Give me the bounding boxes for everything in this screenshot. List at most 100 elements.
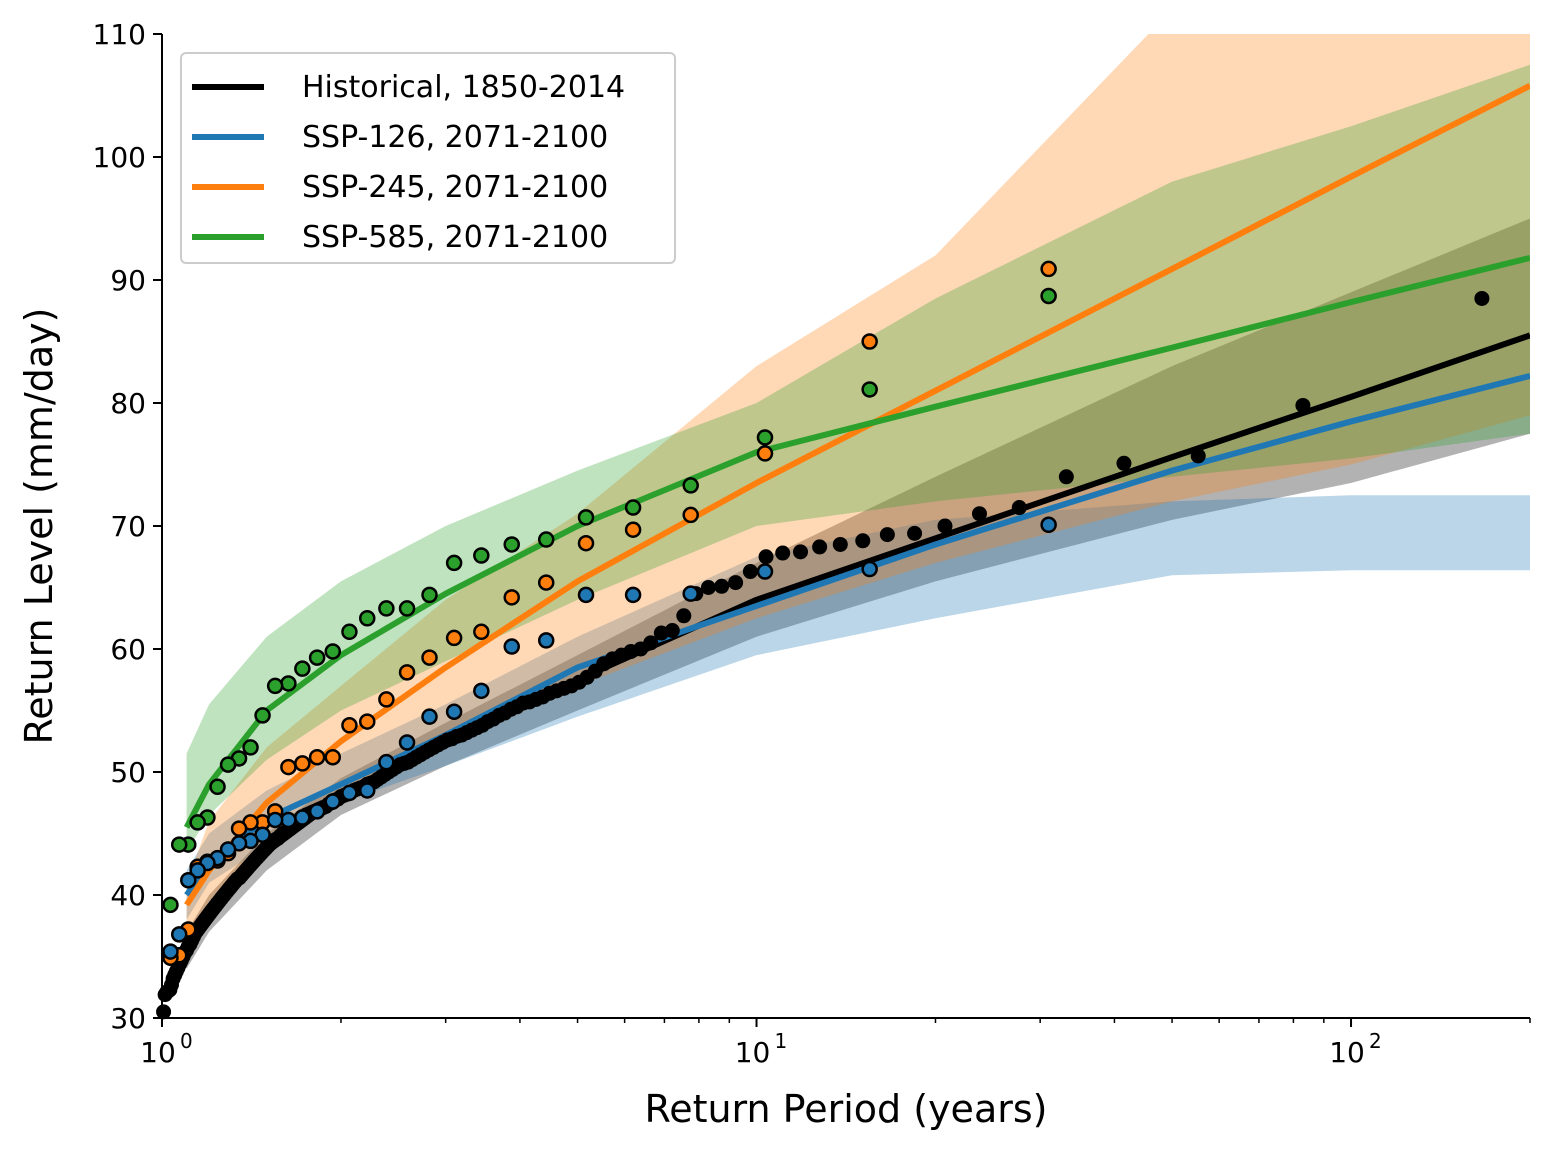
point-ssp245 <box>308 748 326 766</box>
point-historical <box>792 544 808 560</box>
point-ssp126 <box>280 811 297 829</box>
point-historical <box>907 525 923 541</box>
point-ssp585 <box>577 509 595 526</box>
point-historical <box>714 578 730 594</box>
point-ssp245 <box>861 333 878 350</box>
point-ssp585 <box>280 675 297 692</box>
point-ssp245 <box>358 713 376 730</box>
point-historical <box>855 533 871 549</box>
point-ssp245 <box>682 506 699 524</box>
point-ssp245 <box>473 623 490 641</box>
point-ssp585 <box>242 739 259 756</box>
point-historical <box>879 527 895 543</box>
x-tick-exponent: 0 <box>180 1029 193 1053</box>
point-ssp585 <box>170 836 188 853</box>
point-ssp126 <box>219 841 237 858</box>
point-ssp585 <box>324 643 342 660</box>
point-historical <box>1011 500 1027 516</box>
point-ssp585 <box>624 499 642 516</box>
point-ssp585 <box>503 536 520 553</box>
legend-item-ssp585: SSP-585, 2071-2100 <box>182 212 674 262</box>
point-ssp585 <box>682 477 699 494</box>
point-historical <box>775 545 791 561</box>
point-ssp585 <box>756 429 774 446</box>
point-ssp585 <box>162 896 179 914</box>
point-ssp245 <box>1040 260 1057 278</box>
point-ssp126 <box>1040 516 1057 534</box>
point-ssp126 <box>170 926 188 943</box>
point-ssp585 <box>341 623 358 641</box>
point-historical <box>653 625 669 641</box>
point-ssp126 <box>324 793 342 810</box>
y-tick-label: 100 <box>93 141 146 174</box>
legend-item-ssp126: SSP-126, 2071-2100 <box>182 112 674 162</box>
fit-line-ssp585 <box>183 254 1530 829</box>
point-ssp585 <box>266 677 284 695</box>
y-tick-label: 30 <box>110 1002 146 1035</box>
y-tick-label: 80 <box>110 387 146 420</box>
point-historical <box>157 987 173 1003</box>
point-ssp126 <box>861 560 878 578</box>
legend-swatch-ssp126 <box>192 134 264 140</box>
y-tick-label: 50 <box>110 756 146 789</box>
x-tick-label: 10 <box>735 1036 771 1069</box>
point-ssp126 <box>266 811 284 829</box>
point-ssp126 <box>503 638 520 655</box>
point-ssp585 <box>445 554 463 572</box>
point-ssp126 <box>756 563 774 580</box>
point-ssp245 <box>421 649 438 666</box>
point-ssp585 <box>1040 287 1057 305</box>
point-ssp126 <box>473 682 490 700</box>
point-ssp245 <box>378 691 395 708</box>
band-ssp245 <box>186 34 1530 945</box>
band-historical <box>186 218 1530 969</box>
point-historical <box>156 1004 172 1020</box>
point-ssp245 <box>537 574 555 591</box>
point-historical <box>812 539 828 555</box>
point-ssp245 <box>230 820 248 837</box>
y-tick-label: 60 <box>110 633 146 666</box>
point-historical <box>1295 397 1311 413</box>
point-historical <box>971 506 987 522</box>
point-ssp585 <box>421 586 438 604</box>
y-axis-label: Return Level (mm/day) <box>17 308 61 745</box>
y-tick-label: 40 <box>110 879 146 912</box>
legend-label: SSP-585, 2071-2100 <box>302 219 609 255</box>
point-ssp585 <box>358 610 376 627</box>
y-tick-label: 70 <box>110 510 146 543</box>
x-tick-label: 10 <box>1329 1036 1365 1069</box>
point-historical <box>676 608 692 624</box>
point-ssp245 <box>341 717 358 734</box>
point-ssp245 <box>398 664 416 681</box>
point-ssp126 <box>445 703 463 720</box>
legend-swatch-ssp245 <box>192 184 264 190</box>
point-ssp245 <box>577 534 595 552</box>
point-historical <box>758 549 774 565</box>
point-historical <box>742 564 758 580</box>
point-historical <box>1058 469 1074 485</box>
point-ssp126 <box>624 586 642 604</box>
point-ssp126 <box>162 943 179 960</box>
point-historical <box>1474 290 1490 306</box>
point-ssp585 <box>219 756 237 773</box>
point-ssp126 <box>180 871 197 889</box>
point-historical <box>700 580 716 595</box>
point-ssp126 <box>189 862 206 879</box>
point-ssp585 <box>294 660 311 677</box>
point-ssp126 <box>378 753 395 771</box>
point-ssp245 <box>624 521 642 538</box>
legend-label: SSP-126, 2071-2100 <box>302 119 609 155</box>
point-ssp245 <box>280 758 297 776</box>
point-ssp585 <box>398 600 416 617</box>
point-ssp585 <box>378 600 395 617</box>
legend-swatch-ssp585 <box>192 234 264 240</box>
x-tick-label: 10 <box>140 1036 176 1069</box>
point-ssp245 <box>294 755 311 772</box>
point-historical <box>728 575 744 591</box>
point-ssp126 <box>294 809 311 826</box>
point-historical <box>937 518 953 534</box>
point-ssp126 <box>577 586 595 604</box>
point-historical <box>1116 455 1132 471</box>
